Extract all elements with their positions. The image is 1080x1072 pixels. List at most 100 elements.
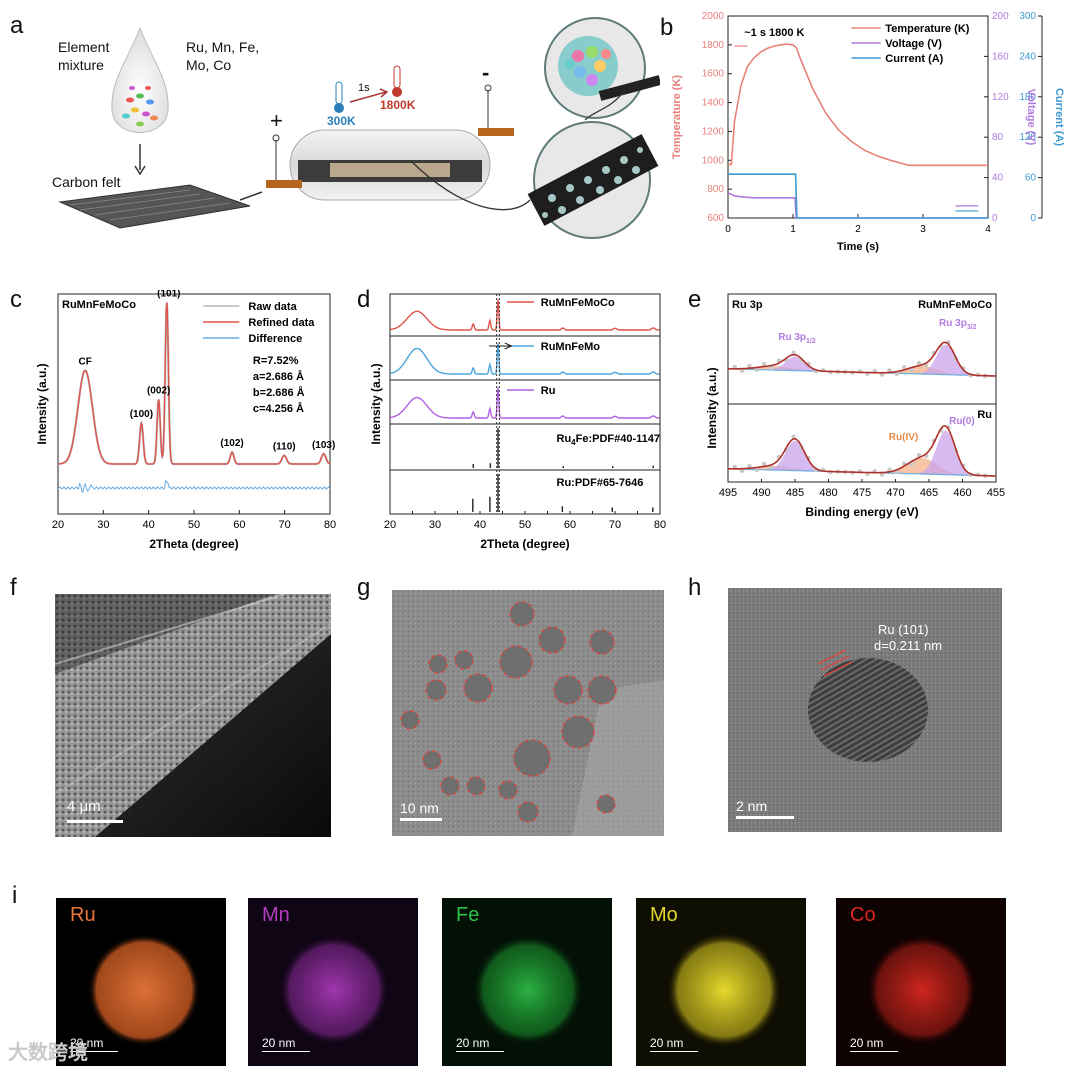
chart-e-raw-point xyxy=(887,467,892,472)
chart-b-ytick-right2-label: 60 xyxy=(1025,173,1037,184)
chart-d-shift-arrow xyxy=(489,342,513,350)
temp-high-text: 1800K xyxy=(380,98,416,112)
watermark: 大数跨境 xyxy=(8,1042,88,1064)
panel-label-h: h xyxy=(688,574,702,601)
chart-c-peak-label: (100) xyxy=(130,409,153,420)
chart-e-xtick-label: 485 xyxy=(786,487,804,499)
panel-label-c: c xyxy=(10,286,22,313)
panel-label-a: a xyxy=(10,12,24,39)
chart-e-ylabel: Intensity (a.u.) xyxy=(705,367,719,448)
chart-e-raw-point xyxy=(754,367,760,373)
panel-a-schematic xyxy=(58,17,660,239)
eds-label-co: Co xyxy=(850,904,876,926)
chart-d-xtick-label: 30 xyxy=(429,519,441,531)
tem-particle-circle xyxy=(498,780,518,800)
panel-label-g: g xyxy=(357,574,371,601)
chart-e-raw-point xyxy=(769,465,774,470)
plus-terminal-text: + xyxy=(270,108,283,133)
element-mixture-text: Element mixture xyxy=(58,39,110,73)
chart-d-xlabel: 2Theta (degree) xyxy=(480,537,569,551)
lattice-label: Ru (101) xyxy=(878,622,929,637)
chart-c-xtick-label: 50 xyxy=(188,519,200,531)
eds-map-ru: Ru 20 nm xyxy=(56,898,226,1066)
thermometer-hot-icon xyxy=(393,65,401,89)
chart-c-annotation: R=7.52% xyxy=(253,355,299,367)
chart-c-xtick-label: 20 xyxy=(52,519,64,531)
chart-b-ytick-left-label: 1600 xyxy=(702,69,725,80)
element-particles xyxy=(122,86,158,127)
temp-low-text: 300K xyxy=(327,114,356,128)
chart-b-ytick-left-label: 600 xyxy=(707,213,724,224)
chart-d-legend-item: RuMnFeMoCo xyxy=(541,297,615,309)
eds-label-ru: Ru xyxy=(70,904,96,926)
chart-b-frame xyxy=(727,15,989,219)
chart-b-ylabel-right2: Current (A) xyxy=(1053,88,1065,146)
tem-particle-circle xyxy=(517,801,539,823)
chart-b-ytick-right1-label: 120 xyxy=(992,92,1009,103)
chart-e-label-ru4: Ru(IV) xyxy=(889,432,918,443)
chart-b-ytick-right1-label: 200 xyxy=(992,11,1009,22)
chart-d-ref2-label: Ru:PDF#65-7646 xyxy=(557,477,644,489)
chart-b-series-line xyxy=(728,173,988,219)
tem-particle-circle xyxy=(422,750,442,770)
tem-scale-text: 10 nm xyxy=(400,800,439,816)
tem-particle-circle xyxy=(596,794,616,814)
chart-b-ytick-right2-label: 0 xyxy=(1030,213,1036,224)
tem-particle-circle xyxy=(454,650,474,670)
chart-b-xtick-label: 3 xyxy=(920,224,926,235)
chart-c-xtick-label: 80 xyxy=(324,519,336,531)
tem-particle-circle xyxy=(513,739,551,777)
copper-electrode-right xyxy=(478,128,514,136)
chart-e-xtick-label: 495 xyxy=(719,487,737,499)
chart-e-title-left: Ru 3p xyxy=(732,299,763,311)
chart-b-xtick-label: 2 xyxy=(855,224,861,235)
chart-e-label-ru0: Ru(0) xyxy=(949,416,975,427)
chart-e-p12-fill-lower xyxy=(728,440,996,476)
chart-e-xtick-label: 470 xyxy=(886,487,904,499)
chart-d-xtick-label: 40 xyxy=(474,519,486,531)
tem-particle-circle xyxy=(587,675,617,705)
chart-d-xtick-label: 60 xyxy=(564,519,576,531)
chart-d-series-line xyxy=(390,299,660,331)
chart-e-raw-point xyxy=(887,368,892,373)
particle-lattice xyxy=(808,658,928,762)
eds-label-fe: Fe xyxy=(456,904,480,926)
chart-b-ytick-left-label: 800 xyxy=(707,184,724,195)
lattice-markers xyxy=(817,649,853,677)
zoom-arrow-icon xyxy=(409,159,531,211)
chart-e-raw-point xyxy=(791,434,796,439)
chart-b-ytick-right1-label: 80 xyxy=(992,132,1004,143)
chart-c-refined-line xyxy=(58,302,331,465)
chart-c-xtick-label: 70 xyxy=(279,519,291,531)
eds-map-mn: Mn 20 nm xyxy=(248,898,418,1066)
chart-d-ref1-label: Ru4Fe:PDF#40-1147 xyxy=(557,433,661,447)
chart-c-peak-label: (102) xyxy=(220,438,243,449)
chart-e-xtick-label: 460 xyxy=(953,487,971,499)
tem-scale-bar xyxy=(400,818,442,821)
chart-e-xlabel: Binding energy (eV) xyxy=(805,505,918,519)
tem-particle-circle xyxy=(425,679,447,701)
chart-e-p12-fill-upper xyxy=(728,356,996,376)
panel-label-i: i xyxy=(12,882,18,909)
chart-c-xlabel: 2Theta (degree) xyxy=(149,537,238,551)
eds-scale-fe: 20 nm xyxy=(456,1036,490,1050)
tem-particle-circle xyxy=(589,629,615,655)
chart-e-raw-point xyxy=(739,368,745,373)
carbon-felt-text: Carbon felt xyxy=(52,174,121,190)
arrow-right-icon xyxy=(239,191,263,201)
chart-e-xtick-label: 480 xyxy=(819,487,837,499)
panel-label-e: e xyxy=(688,286,702,313)
chart-c-annotation: a=2.686 Å xyxy=(253,370,304,383)
chart-c-annotation: c=4.256 Å xyxy=(253,402,304,415)
minus-terminal-text: - xyxy=(482,60,490,85)
chart-c-legend-item: Raw data xyxy=(248,301,297,313)
chart-b-ytick-left-label: 1200 xyxy=(702,126,725,137)
chart-d-legend-item: Ru xyxy=(541,385,556,397)
element-drop xyxy=(111,26,169,133)
chart-e-label-p12: Ru 3p1/2 xyxy=(778,332,816,345)
eds-label-mo: Mo xyxy=(650,904,678,926)
chart-c-annotation: b=2.686 Å xyxy=(253,386,305,399)
chart-b-ytick-right2-label: 300 xyxy=(1019,11,1036,22)
chart-c-difference-line xyxy=(57,479,331,493)
chart-e-raw-point xyxy=(909,367,914,373)
